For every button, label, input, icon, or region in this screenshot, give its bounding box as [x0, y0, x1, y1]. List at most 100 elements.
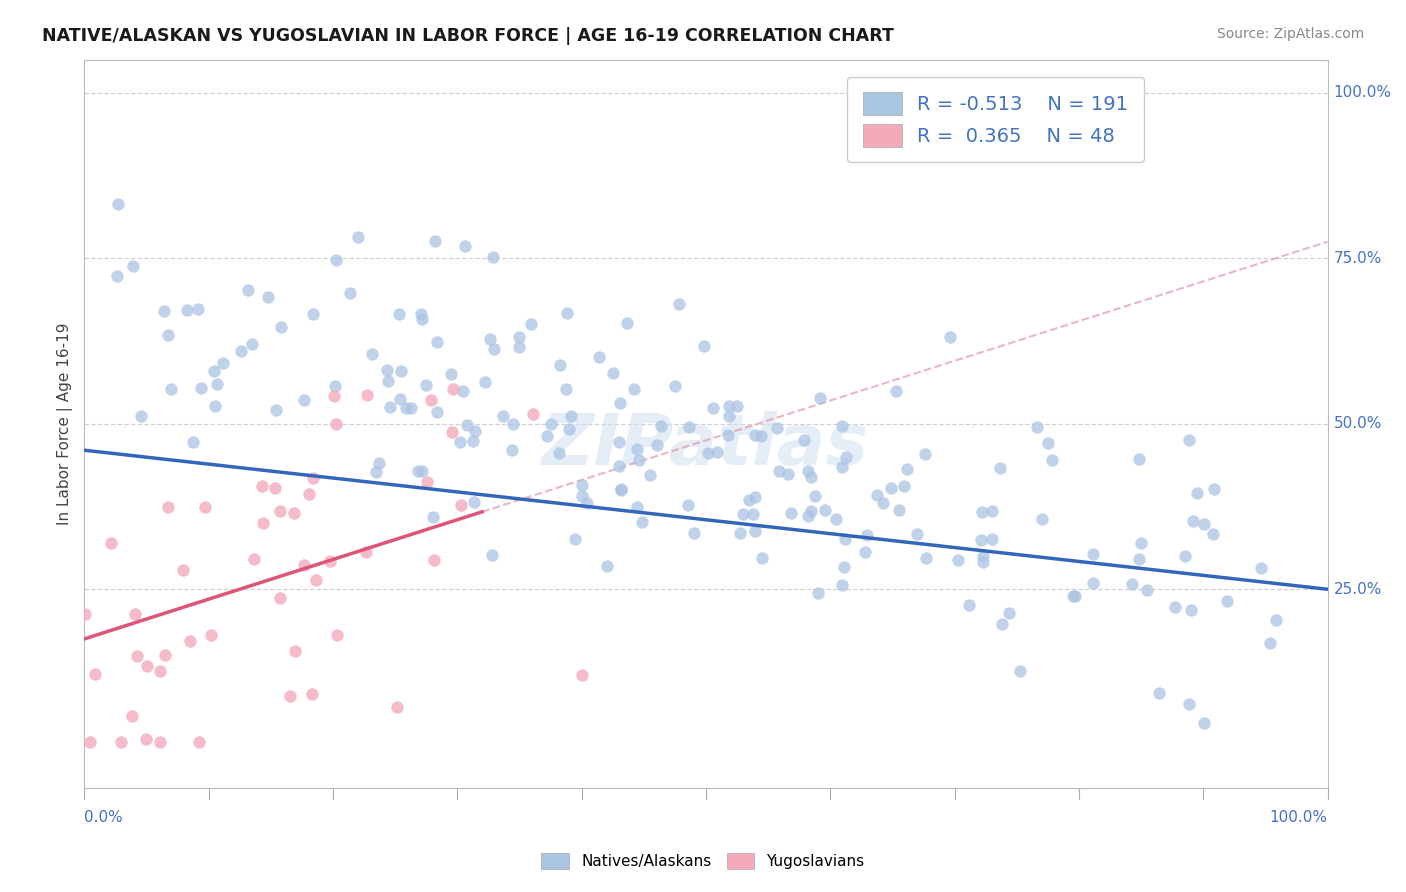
- Point: [793, 433, 815, 447]
- Point: [502, 417, 524, 431]
- Point: [423, 553, 446, 567]
- Point: [831, 419, 853, 434]
- Point: [453, 384, 475, 398]
- Point: [401, 401, 423, 415]
- Point: [780, 507, 803, 521]
- Point: [914, 447, 936, 461]
- Point: [389, 392, 412, 406]
- Point: [1192, 517, 1215, 532]
- Point: [269, 504, 291, 518]
- Point: [394, 401, 416, 416]
- Point: [742, 508, 765, 522]
- Point: [250, 479, 273, 493]
- Point: [318, 553, 340, 567]
- Point: [1185, 486, 1208, 500]
- Legend: Natives/Alaskans, Yugoslavians: Natives/Alaskans, Yugoslavians: [536, 847, 870, 875]
- Text: 75.0%: 75.0%: [1334, 251, 1382, 266]
- Point: [1026, 420, 1049, 434]
- Point: [1250, 561, 1272, 575]
- Point: [571, 478, 593, 492]
- Point: [548, 358, 571, 372]
- Point: [426, 335, 449, 350]
- Point: [1136, 582, 1159, 597]
- Point: [456, 417, 478, 432]
- Point: [356, 388, 378, 402]
- Point: [744, 427, 766, 442]
- Point: [1036, 436, 1059, 450]
- Point: [360, 347, 382, 361]
- Point: [121, 259, 143, 273]
- Point: [301, 687, 323, 701]
- Point: [1178, 697, 1201, 711]
- Point: [211, 356, 233, 370]
- Point: [243, 552, 266, 566]
- Point: [107, 197, 129, 211]
- Point: [375, 363, 398, 377]
- Point: [1121, 577, 1143, 591]
- Point: [744, 524, 766, 539]
- Point: [378, 400, 401, 414]
- Point: [776, 467, 799, 481]
- Point: [194, 500, 217, 515]
- Point: [190, 380, 212, 394]
- Point: [325, 417, 347, 431]
- Legend: R = -0.513    N = 191, R =  0.365    N = 48: R = -0.513 N = 191, R = 0.365 N = 48: [848, 77, 1143, 162]
- Point: [153, 648, 176, 662]
- Point: [367, 456, 389, 470]
- Point: [905, 526, 928, 541]
- Text: 50.0%: 50.0%: [1334, 417, 1382, 431]
- Point: [415, 378, 437, 392]
- Point: [187, 301, 209, 316]
- Point: [555, 306, 578, 320]
- Point: [508, 330, 530, 344]
- Point: [440, 367, 463, 381]
- Point: [808, 391, 831, 405]
- Point: [884, 384, 907, 398]
- Point: [305, 574, 328, 588]
- Point: [125, 648, 148, 663]
- Point: [991, 617, 1014, 632]
- Point: [1178, 434, 1201, 448]
- Point: [406, 464, 429, 478]
- Point: [411, 312, 433, 326]
- Point: [484, 342, 506, 356]
- Point: [482, 250, 505, 264]
- Point: [73, 607, 96, 621]
- Point: [731, 507, 754, 521]
- Point: [157, 500, 180, 514]
- Point: [179, 633, 201, 648]
- Point: [121, 708, 143, 723]
- Point: [678, 420, 700, 434]
- Point: [292, 558, 315, 572]
- Point: [737, 492, 759, 507]
- Point: [588, 350, 610, 364]
- Point: [555, 382, 578, 396]
- Point: [914, 550, 936, 565]
- Point: [1064, 589, 1087, 603]
- Point: [1202, 527, 1225, 541]
- Point: [607, 459, 630, 474]
- Point: [346, 230, 368, 244]
- Point: [970, 533, 993, 547]
- Point: [385, 700, 408, 714]
- Point: [804, 489, 827, 503]
- Point: [1062, 589, 1084, 603]
- Point: [269, 591, 291, 606]
- Point: [609, 483, 631, 497]
- Point: [616, 316, 638, 330]
- Point: [264, 402, 287, 417]
- Point: [278, 690, 301, 704]
- Point: [1204, 482, 1226, 496]
- Point: [717, 399, 740, 413]
- Point: [79, 734, 101, 748]
- Point: [702, 401, 724, 415]
- Point: [153, 304, 176, 318]
- Point: [129, 409, 152, 423]
- Point: [664, 379, 686, 393]
- Point: [501, 442, 523, 457]
- Point: [564, 533, 586, 547]
- Point: [610, 482, 633, 496]
- Point: [800, 504, 823, 518]
- Point: [187, 734, 209, 748]
- Point: [718, 409, 741, 423]
